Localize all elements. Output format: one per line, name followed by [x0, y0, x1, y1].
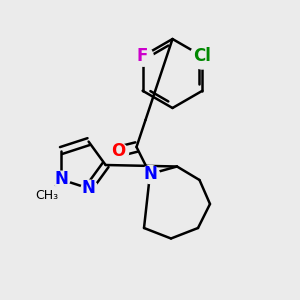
Text: N: N [143, 165, 157, 183]
Text: Cl: Cl [194, 47, 211, 65]
Text: CH₃: CH₃ [35, 189, 58, 202]
Text: N: N [82, 179, 95, 197]
Text: O: O [111, 142, 126, 160]
Text: N: N [54, 170, 68, 188]
Text: F: F [137, 47, 148, 65]
